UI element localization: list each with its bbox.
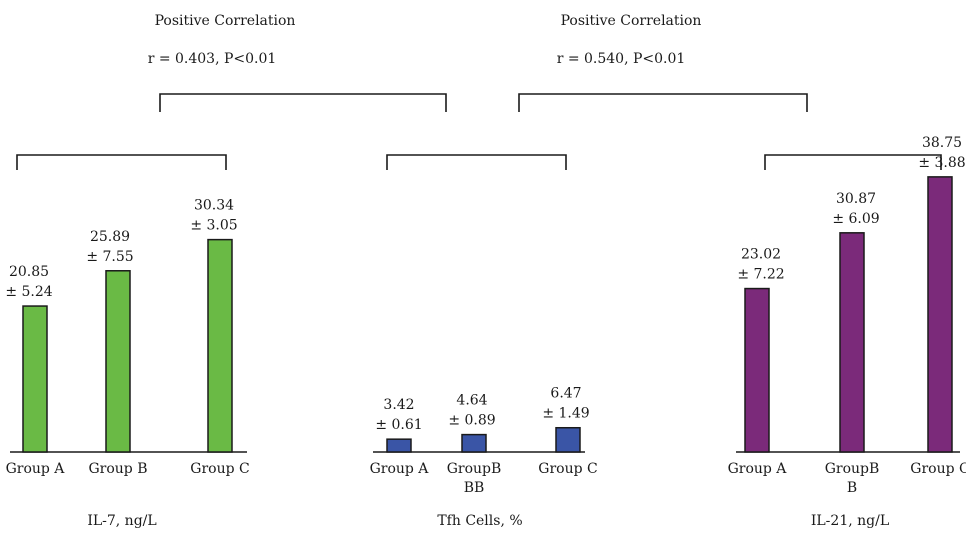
sd-label-il21-1: ± 7.22 [737,267,784,283]
bars-layer [22,176,953,453]
category-label-il21-2: GroupB [825,461,880,477]
group-bracket-il7 [16,154,227,170]
group-bracket-il21 [764,154,942,170]
category-label-il21-1: Group A [728,461,788,477]
category-label-tfh-2-line2: BB [464,480,485,496]
value-label-il7-1: 20.85 [9,264,49,280]
sd-label-tfh-1: ± 0.61 [375,417,422,433]
xlabel-tfh: Tfh Cells, % [437,513,522,529]
bar-tfh-3 [555,426,581,453]
xlabel-il7: IL-7, ng/L [87,513,156,529]
value-label-tfh-1: 3.42 [383,397,414,413]
value-label-il7-2: 25.89 [90,229,130,245]
bar-il7-3 [207,238,233,453]
value-label-tfh-2: 4.64 [456,393,487,409]
category-label-il21-3: Group C [910,461,966,477]
sd-label-il21-2: ± 6.09 [832,211,879,227]
category-label-il7-1: Group A [6,461,66,477]
value-label-il21-2: 30.87 [836,191,876,207]
correlation-bracket-left [159,93,447,112]
bar-il7-2 [105,270,131,453]
correlation-title-left: Positive Correlation [155,13,296,29]
category-label-tfh-3: Group C [538,461,597,477]
category-label-il7-3: Group C [190,461,249,477]
bar-il21-1 [744,287,770,453]
value-label-il21-3: 38.75 [922,135,962,151]
value-label-il21-1: 23.02 [741,247,781,263]
bar-tfh-2 [461,433,487,453]
sd-label-tfh-2: ± 0.89 [448,413,495,429]
bar-il7-1 [22,305,48,453]
value-label-tfh-3: 6.47 [550,386,581,402]
sd-label-tfh-3: ± 1.49 [542,406,589,422]
sd-label-il7-2: ± 7.55 [86,249,133,265]
sd-label-il21-3: ± 3.88 [918,155,965,171]
correlation-stat-right: r = 0.540, P<0.01 [557,51,686,67]
category-label-il7-2: Group B [88,461,147,477]
value-label-il7-3: 30.34 [194,198,234,214]
correlation-title-right: Positive Correlation [561,13,702,29]
bar-tfh-1 [386,438,412,453]
correlation-bracket-right [518,93,808,112]
labels-layer: 20.85 ± 5.24 Group A 25.89 ± 7.55 Group B 30.3… [5,135,966,496]
correlation-stat-left: r = 0.403, P<0.01 [148,51,277,67]
bar-il21-3 [927,176,953,453]
sd-label-il7-1: ± 5.24 [5,284,52,300]
group-bracket-tfh [386,154,567,170]
category-label-tfh-2: GroupB [447,461,502,477]
category-label-tfh-1: Group A [370,461,430,477]
xlabel-il21: IL-21, ng/L [811,513,889,529]
bar-il21-2 [839,232,865,453]
sd-label-il7-3: ± 3.05 [190,218,237,234]
category-label-il21-2-line2: B [847,480,857,496]
